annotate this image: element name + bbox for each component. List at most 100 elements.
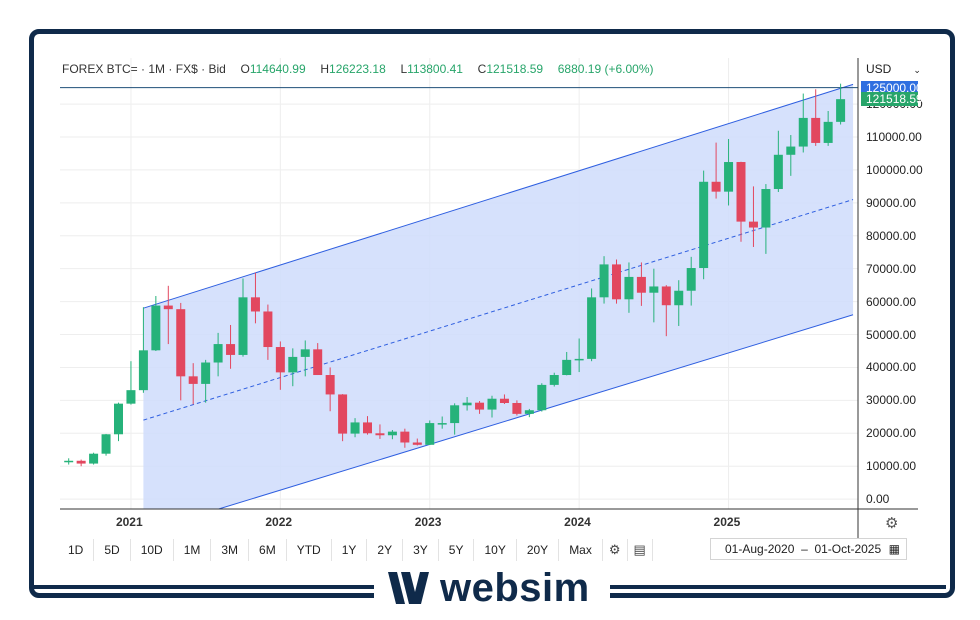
candle[interactable] — [462, 397, 472, 411]
y-tick-label: 100000.00 — [866, 162, 923, 177]
candle[interactable] — [213, 332, 223, 377]
candle[interactable] — [599, 256, 609, 304]
candle[interactable] — [823, 111, 833, 146]
candle[interactable] — [711, 142, 721, 199]
candle[interactable] — [437, 416, 447, 429]
candle[interactable] — [126, 361, 136, 405]
date-range-picker[interactable]: 01-Aug-2020 – 01-Oct-2025 ▦ — [710, 538, 907, 560]
candle[interactable] — [811, 89, 821, 146]
candle[interactable] — [674, 280, 684, 326]
candle[interactable] — [512, 400, 522, 416]
calendar-icon[interactable]: ▦ — [888, 542, 900, 556]
candle[interactable] — [450, 403, 460, 435]
candle[interactable] — [661, 285, 671, 337]
candle-body — [163, 305, 173, 310]
range-button-6m[interactable]: 6M — [249, 539, 287, 561]
candle[interactable] — [761, 184, 771, 254]
x-tick-label: 2021 — [115, 515, 143, 529]
table-icon[interactable]: ▤ — [628, 539, 653, 561]
channel-middle-line[interactable] — [143, 199, 854, 421]
range-button-5y[interactable]: 5Y — [439, 539, 475, 561]
candle[interactable] — [151, 296, 161, 351]
candle[interactable] — [636, 262, 646, 306]
channel-upper-line[interactable] — [143, 83, 854, 309]
range-button-10y[interactable]: 10Y — [474, 539, 517, 561]
gear-icon[interactable]: ⚙ — [603, 539, 628, 561]
range-button-max[interactable]: Max — [559, 539, 603, 561]
range-button-10d[interactable]: 10D — [131, 539, 174, 561]
open-label: O — [240, 62, 250, 76]
candle[interactable] — [499, 394, 509, 404]
y-tick-label: 50000.00 — [866, 327, 917, 342]
candle[interactable] — [76, 459, 86, 467]
candle[interactable] — [64, 458, 74, 465]
range-button-2y[interactable]: 2Y — [367, 539, 404, 561]
candle[interactable] — [487, 395, 497, 418]
candle[interactable] — [300, 340, 310, 377]
candle[interactable] — [226, 324, 236, 369]
range-button-1m[interactable]: 1M — [174, 539, 212, 561]
candle[interactable] — [624, 262, 634, 313]
candle[interactable] — [748, 186, 758, 247]
range-button-5d[interactable]: 5D — [94, 539, 131, 561]
candle[interactable] — [138, 307, 148, 393]
candle[interactable] — [89, 452, 99, 465]
candle[interactable] — [363, 416, 372, 435]
candle[interactable] — [537, 383, 547, 412]
candle[interactable] — [612, 259, 621, 304]
range-button-1d[interactable]: 1D — [58, 539, 95, 561]
candle[interactable] — [114, 402, 123, 442]
candle[interactable] — [188, 363, 198, 405]
candle[interactable] — [375, 424, 385, 439]
candle[interactable] — [475, 401, 485, 414]
candle[interactable] — [425, 420, 435, 445]
candle[interactable] — [325, 367, 335, 412]
candle[interactable] — [786, 135, 796, 176]
candle[interactable] — [724, 138, 734, 206]
axis-settings-icon[interactable]: ⚙ — [885, 515, 899, 532]
range-button-3m[interactable]: 3M — [211, 539, 250, 561]
candle[interactable] — [412, 438, 422, 446]
logo-bar-right — [610, 585, 946, 589]
range-button-20y[interactable]: 20Y — [517, 539, 560, 561]
candle[interactable] — [574, 338, 584, 373]
range-button-1y[interactable]: 1Y — [332, 539, 368, 561]
channel-lower-line[interactable] — [218, 314, 854, 510]
candle[interactable] — [101, 433, 111, 456]
candle[interactable] — [649, 268, 659, 323]
candle[interactable] — [524, 408, 534, 418]
candle[interactable] — [686, 256, 696, 306]
candle[interactable] — [275, 341, 285, 390]
candle[interactable] — [387, 429, 397, 440]
range-button-ytd[interactable]: YTD — [287, 539, 332, 561]
candle-body — [275, 347, 285, 373]
candle[interactable] — [201, 359, 211, 403]
candle[interactable] — [176, 302, 186, 401]
candle[interactable] — [400, 428, 410, 448]
date-separator: – — [801, 542, 808, 556]
candle[interactable] — [773, 130, 783, 192]
logo-bar-left — [34, 585, 374, 589]
candle[interactable] — [562, 351, 572, 376]
candles — [64, 83, 846, 467]
candle[interactable] — [250, 272, 260, 324]
x-tick-label: 2023 — [414, 515, 442, 529]
candle-body — [201, 362, 211, 384]
candle-body — [126, 390, 136, 404]
candle[interactable] — [798, 93, 808, 153]
candle[interactable] — [736, 161, 746, 242]
candle[interactable] — [350, 418, 360, 438]
candle[interactable] — [338, 394, 348, 442]
candle[interactable] — [699, 170, 709, 280]
candle[interactable] — [263, 304, 273, 360]
candle[interactable] — [288, 348, 298, 387]
candle[interactable] — [587, 288, 597, 362]
range-button-3y[interactable]: 3Y — [403, 539, 439, 561]
currency-select[interactable]: USD ⌄ — [866, 62, 921, 76]
candle[interactable] — [549, 372, 559, 387]
candle[interactable] — [163, 285, 173, 345]
candle[interactable] — [313, 343, 323, 376]
candle[interactable] — [836, 83, 846, 125]
candle[interactable] — [238, 278, 248, 357]
